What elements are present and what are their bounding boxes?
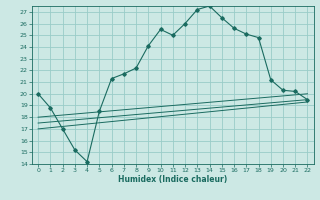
X-axis label: Humidex (Indice chaleur): Humidex (Indice chaleur) [118, 175, 228, 184]
